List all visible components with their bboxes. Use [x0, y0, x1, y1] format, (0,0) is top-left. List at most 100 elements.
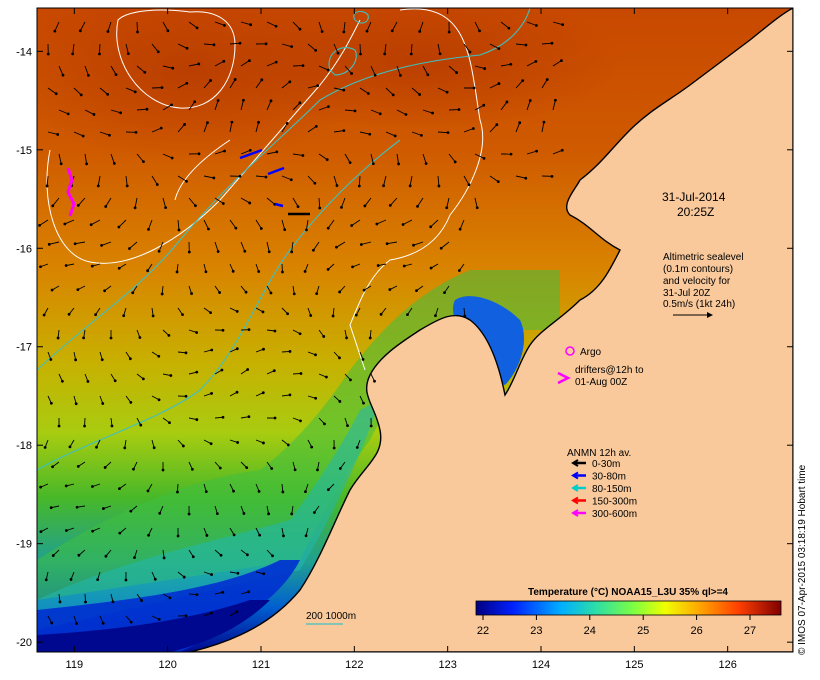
velocity-arrowhead-icon [184, 614, 188, 618]
velocity-arrow [281, 123, 288, 133]
velocity-arrow [526, 21, 537, 26]
altimetry-line-5: 0.5m/s (1kt 24h) [663, 299, 735, 310]
velocity-arrowhead-icon [77, 553, 81, 557]
isobaths [37, 8, 531, 471]
velocity-arrowhead-icon [185, 179, 188, 183]
velocity-arrowhead-icon [134, 130, 138, 134]
velocity-arrowhead-icon [243, 249, 247, 253]
velocity-arrowhead-icon [100, 244, 104, 247]
velocity-arrow [99, 87, 109, 95]
velocity-arrowhead-icon [81, 134, 85, 138]
velocity-arrow [266, 241, 270, 252]
velocity-arrowhead-icon [114, 73, 118, 77]
velocity-arrow [341, 197, 346, 208]
velocity-arrow [188, 101, 196, 111]
anmn-depth-label: 30-80m [592, 472, 626, 483]
velocity-arrowhead-icon [125, 184, 129, 188]
velocity-arrowhead-icon [316, 84, 320, 88]
velocity-arrowhead-icon [298, 27, 302, 31]
velocity-arrowhead-icon [59, 162, 63, 166]
velocity-arrowhead-icon [482, 103, 486, 107]
velocity-arrowhead-icon [288, 350, 292, 353]
velocity-arrow [515, 43, 526, 46]
velocity-arrowhead-icon [315, 292, 319, 296]
velocity-arrow [391, 21, 398, 32]
velocity-arrowhead-icon [299, 372, 303, 375]
colorbar-tick-label: 22 [477, 625, 489, 637]
velocity-arrow [541, 79, 548, 89]
velocity-arrowhead-icon [446, 131, 450, 135]
velocity-arrow [292, 197, 299, 207]
velocity-arrow [463, 128, 474, 133]
velocity-arrowhead-icon [397, 162, 400, 166]
velocity-arrow [383, 175, 387, 186]
velocity-arrow [203, 43, 215, 46]
velocity-arrow [409, 175, 413, 186]
velocity-arrow [99, 131, 110, 136]
velocity-arrow [336, 241, 346, 248]
velocity-arrowhead-icon [528, 99, 532, 102]
velocity-arrowhead-icon [342, 30, 346, 34]
velocity-arrow [344, 153, 351, 163]
velocity-arrow [410, 43, 413, 55]
velocity-arrow [359, 131, 370, 135]
velocity-arrowhead-icon [101, 402, 105, 405]
velocity-arrowhead-icon [257, 270, 261, 273]
velocity-arrowhead-icon [471, 127, 475, 130]
velocity-arrow [151, 43, 159, 53]
velocity-arrowhead-icon [164, 206, 168, 210]
velocity-arrowhead-icon [138, 336, 142, 339]
velocity-arrowhead-icon [190, 467, 194, 471]
velocity-arrow [58, 65, 64, 76]
velocity-arrow [370, 109, 381, 115]
velocity-arrow [333, 43, 339, 54]
velocity-arrow [396, 65, 401, 76]
velocity-arrowhead-icon [458, 227, 462, 231]
velocity-arrow [229, 42, 241, 45]
velocity-arrowhead-icon [206, 121, 209, 125]
velocity-arrow [343, 21, 346, 32]
velocity-arrowhead-icon [118, 531, 122, 535]
velocity-arrow [177, 82, 188, 89]
map-frame [36, 7, 794, 653]
velocity-arrowhead-icon [296, 205, 300, 209]
anmn-depth-label: 0-30m [592, 459, 620, 470]
velocity-arrowhead-icon [63, 222, 67, 226]
velocity-arrowhead-icon [497, 82, 501, 85]
velocity-arrowhead-icon [257, 489, 261, 493]
velocity-arrow [364, 197, 372, 207]
velocity-arrow [240, 21, 251, 26]
velocity-arrowhead-icon [39, 530, 43, 534]
velocity-arrowhead-icon [46, 52, 50, 56]
velocity-arrowhead-icon [509, 62, 513, 66]
velocity-arrowhead-icon [248, 59, 251, 63]
velocity-arrowhead-icon [393, 134, 397, 138]
velocity-arrowhead-icon [142, 160, 145, 164]
velocity-arrow [151, 127, 162, 133]
velocity-arrowhead-icon [238, 41, 242, 45]
velocity-arrowhead-icon [478, 29, 481, 33]
velocity-arrow [430, 219, 439, 228]
velocity-arrowhead-icon [366, 92, 370, 95]
velocity-arrow [46, 175, 49, 187]
velocity-arrowhead-icon [169, 374, 173, 377]
velocity-arrowhead-icon [338, 356, 341, 360]
velocity-arrow [402, 219, 413, 225]
velocity-arrowhead-icon [398, 74, 402, 77]
velocity-arrowhead-icon [197, 62, 201, 66]
velocity-arrowhead-icon [340, 205, 343, 209]
velocity-arrow [422, 109, 433, 114]
velocity-arrowhead-icon [171, 66, 175, 70]
velocity-arrowhead-icon [445, 206, 449, 210]
anmn-depth-label: 300-600m [592, 509, 637, 520]
velocity-arrowhead-icon [509, 152, 513, 156]
velocity-arrow [459, 219, 465, 230]
velocity-arrow [162, 153, 173, 159]
velocity-arrow [105, 197, 112, 207]
mooring-arrow-1 [239, 148, 263, 160]
velocity-arrow [64, 219, 75, 225]
velocity-arrowhead-icon [242, 98, 245, 102]
velocity-arrowhead-icon [195, 331, 199, 334]
velocity-arrowhead-icon [133, 90, 137, 94]
velocity-arrowhead-icon [221, 328, 225, 332]
